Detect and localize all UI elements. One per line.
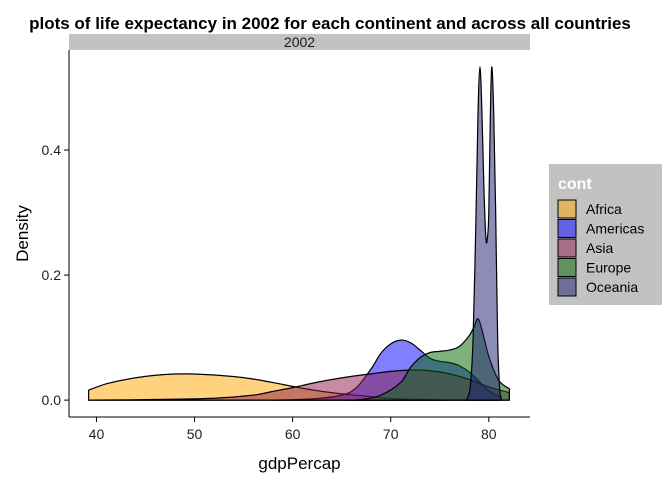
legend-label-americas: Americas — [586, 221, 644, 237]
legend-title: cont — [558, 176, 592, 193]
x-ticks: 40 50 60 70 80 — [89, 417, 497, 442]
x-tick-label: 40 — [89, 426, 105, 442]
legend: cont Africa Americas Asia Europe Oceania — [549, 164, 662, 305]
legend-swatch-asia — [557, 238, 577, 258]
x-tick-label: 70 — [383, 426, 399, 442]
legend-swatch-europe — [557, 258, 577, 277]
legend-label-asia: Asia — [586, 240, 613, 256]
x-axis-title: gdpPercap — [258, 454, 340, 473]
y-tick-label: 0.0 — [42, 392, 62, 408]
facet-label: 2002 — [284, 34, 315, 50]
y-tick-label: 0.2 — [42, 267, 62, 283]
legend-label-oceania: Oceania — [586, 279, 638, 295]
y-axis-title: Density — [13, 205, 32, 262]
density-oceania — [465, 66, 503, 401]
density-layer — [88, 66, 510, 401]
legend-swatch-americas — [557, 219, 577, 238]
legend-label-europe: Europe — [586, 260, 631, 276]
x-tick-label: 80 — [481, 426, 497, 442]
legend-items: Africa Americas Asia Europe Oceania — [557, 199, 644, 297]
legend-swatch-africa — [557, 199, 577, 219]
facet-strip — [69, 34, 530, 50]
legend-swatch-oceania — [557, 277, 577, 297]
y-ticks: 0.0 0.2 0.4 — [42, 142, 69, 408]
x-tick-label: 50 — [187, 426, 203, 442]
x-tick-label: 60 — [285, 426, 301, 442]
chart-title: plots of life expectancy in 2002 for eac… — [29, 14, 631, 33]
y-tick-label: 0.4 — [42, 142, 62, 158]
legend-label-africa: Africa — [586, 201, 622, 217]
